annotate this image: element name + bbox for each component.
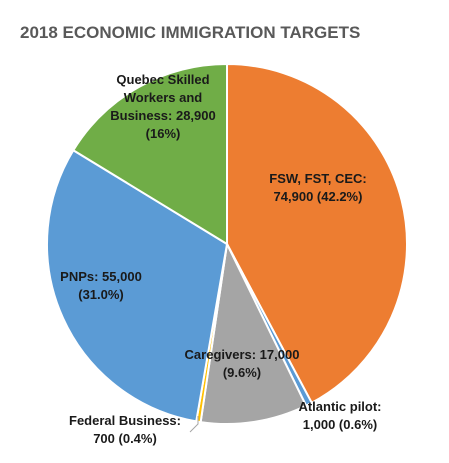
- leader-line: [189, 416, 199, 433]
- slice-label-line: Business: 28,900: [110, 108, 216, 123]
- slice-label-line: 1,000 (0.6%): [303, 417, 377, 432]
- slice-label-quebec-skilled-workers-and-business: Quebec Skilled Workers and Business: 28,90…: [110, 72, 216, 141]
- slice-label-fsw-fst-cec: FSW, FST, CEC: 74,900 (42.2%): [269, 171, 367, 204]
- slice-label-line: 74,900 (42.2%): [274, 189, 363, 204]
- slice-label-caregivers: Caregivers: 17,000 (9.6%): [185, 347, 300, 380]
- leader-line: [289, 397, 301, 407]
- pie-slice-quebec-skilled-workers-and-business: [71, 62, 228, 246]
- slice-label-line: (9.6%): [223, 365, 261, 380]
- slice-label-federal-business: Federal Business: 700 (0.4%): [69, 413, 181, 446]
- slice-label-line: Atlantic pilot:: [298, 399, 381, 414]
- slice-label-line: FSW, FST, CEC:: [269, 171, 367, 186]
- slice-label-line: (31.0%): [78, 287, 124, 302]
- slice-label-line: Quebec Skilled: [116, 72, 209, 87]
- chart-title: 2018 ECONOMIC IMMIGRATION TARGETS: [20, 23, 360, 42]
- pie-slice-caregivers: [199, 240, 308, 425]
- slice-label-line: Workers and: [124, 90, 203, 105]
- slice-label-line: PNPs: 55,000: [60, 269, 142, 284]
- slice-label-pnps: PNPs: 55,000 (31.0%): [60, 269, 142, 302]
- slice-label-atlantic-pilot: Atlantic pilot: 1,000 (0.6%): [298, 399, 381, 432]
- slice-label-line: 700 (0.4%): [93, 431, 157, 446]
- slice-label-line: (16%): [146, 126, 181, 141]
- slice-label-line: Federal Business:: [69, 413, 181, 428]
- pie-slice-pnps: [46, 148, 229, 423]
- slice-label-line: Caregivers: 17,000: [185, 347, 300, 362]
- pie-slice-fsw-fst-cec: [226, 62, 408, 405]
